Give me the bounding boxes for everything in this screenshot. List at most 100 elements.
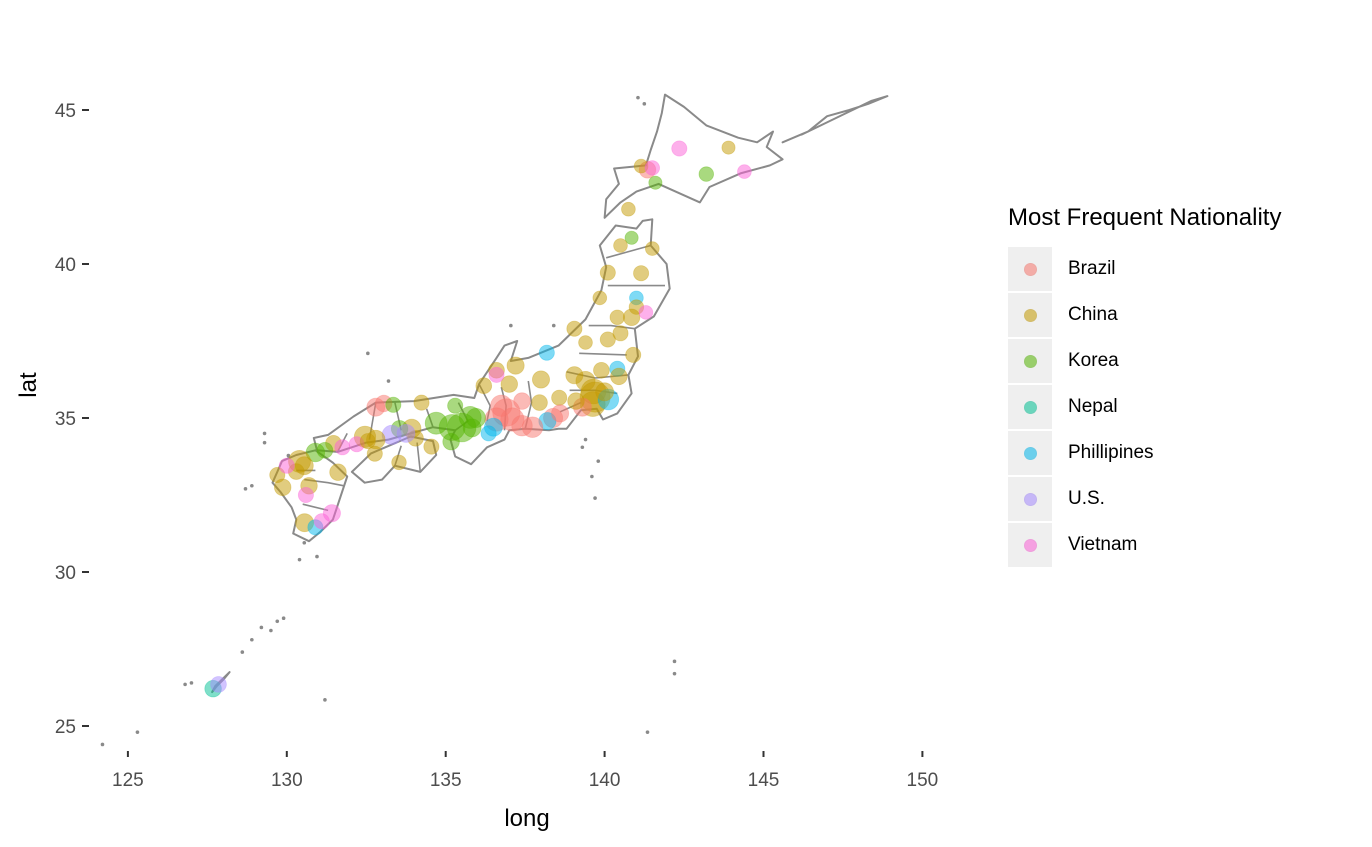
point-china xyxy=(531,394,548,411)
legend-dot-icon xyxy=(1023,538,1037,552)
legend-key xyxy=(1008,477,1052,521)
island-marker xyxy=(645,730,650,734)
y-axis-title: lat xyxy=(15,372,42,398)
island-marker xyxy=(590,474,594,479)
prefecture-boundary xyxy=(416,442,422,472)
point-china xyxy=(578,335,593,350)
point-china xyxy=(609,309,626,326)
point-vietnam xyxy=(334,439,351,456)
legend-key xyxy=(1008,339,1052,383)
island-marker xyxy=(286,453,291,458)
point-china xyxy=(622,308,641,327)
point-china xyxy=(269,466,286,483)
point-china xyxy=(423,438,440,455)
point-vietnam xyxy=(297,486,314,503)
y-tick-label: 35 xyxy=(55,409,76,430)
point-china xyxy=(475,377,493,395)
island-marker xyxy=(189,681,194,685)
point-china xyxy=(644,241,660,256)
x-tick-label: 145 xyxy=(748,770,780,791)
x-tick-label: 125 xyxy=(112,770,144,791)
point-korea xyxy=(447,397,464,414)
point-vietnam xyxy=(313,513,330,530)
legend-label: U.S. xyxy=(1068,488,1105,509)
point-china xyxy=(595,382,614,402)
japan-map-plot: 125 130 135 140 145 150 25 30 35 40 45 long lat xyxy=(15,93,938,832)
point-korea xyxy=(698,166,715,182)
island-marker xyxy=(183,682,187,687)
island-marker xyxy=(243,487,248,491)
point-china xyxy=(599,331,616,348)
y-tick-label: 40 xyxy=(55,255,76,276)
island-marker xyxy=(100,742,105,747)
island-marker xyxy=(642,102,647,106)
island-marker xyxy=(551,323,556,328)
point-china xyxy=(610,367,628,386)
point-china xyxy=(593,361,610,379)
point-korea xyxy=(442,433,460,451)
point-korea xyxy=(305,442,326,463)
island-marker xyxy=(262,440,267,445)
island-marker xyxy=(240,650,245,654)
point-china xyxy=(621,201,636,217)
point-brazil xyxy=(551,404,570,423)
legend-label: Nepal xyxy=(1068,396,1118,417)
legend-entries: Brazil China Korea Nepal Phillipines U.S. Viet… xyxy=(1008,246,1358,568)
point-china xyxy=(721,140,736,155)
island-marker xyxy=(297,557,302,562)
legend-key xyxy=(1008,293,1052,337)
point-vietnam xyxy=(737,164,752,179)
kuril-islands-outline xyxy=(781,95,889,144)
point-china xyxy=(566,320,583,337)
legend-label: China xyxy=(1068,304,1118,325)
point-phillipines xyxy=(538,344,555,361)
hokkaido-outline xyxy=(603,93,784,219)
island-marker xyxy=(593,496,597,500)
point-vietnam xyxy=(638,305,654,320)
legend-title: Most Frequent Nationality xyxy=(1008,204,1282,231)
legend-dot-icon xyxy=(1023,262,1037,276)
island-marker xyxy=(275,619,280,624)
point-vietnam xyxy=(671,140,688,157)
x-axis: 125 130 135 140 145 150 xyxy=(112,751,938,791)
island-marker xyxy=(269,628,273,633)
legend-key xyxy=(1008,523,1052,567)
island-marker xyxy=(302,540,307,545)
legend-entry-us: U.S. xyxy=(1008,476,1358,522)
island-marker xyxy=(672,671,677,676)
point-china xyxy=(613,238,628,253)
point-china xyxy=(599,264,616,281)
point-us xyxy=(210,676,227,693)
point-korea xyxy=(462,418,482,438)
point-china xyxy=(506,356,525,375)
island-marker xyxy=(386,379,391,383)
y-tick-label: 45 xyxy=(55,101,76,122)
legend-entry-nepal: Nepal xyxy=(1008,384,1358,430)
prefecture-boundary xyxy=(588,324,635,330)
island-marker xyxy=(366,351,370,356)
x-axis-title: long xyxy=(504,805,549,832)
nationality-points xyxy=(204,140,752,698)
legend-entry-china: China xyxy=(1008,292,1358,338)
point-korea xyxy=(385,396,402,413)
point-vietnam xyxy=(488,366,505,383)
y-tick-label: 25 xyxy=(55,717,76,738)
legend-entry-phillipines: Phillipines xyxy=(1008,430,1358,476)
point-brazil xyxy=(490,394,513,417)
x-tick-label: 140 xyxy=(589,770,621,791)
point-china xyxy=(592,290,608,306)
point-china xyxy=(413,394,430,411)
island-marker xyxy=(636,95,640,100)
legend-dot-icon xyxy=(1023,354,1037,368)
legend-dot-icon xyxy=(1023,446,1037,460)
legend-label: Korea xyxy=(1068,350,1119,371)
island-marker xyxy=(509,323,513,328)
legend-entry-korea: Korea xyxy=(1008,338,1358,384)
point-china xyxy=(391,454,407,471)
island-marker xyxy=(135,730,140,734)
y-axis: 25 30 35 40 45 xyxy=(55,101,89,738)
y-tick-label: 30 xyxy=(55,563,76,584)
prefecture-boundary xyxy=(605,244,651,259)
prefecture-boundary xyxy=(302,503,329,512)
point-china xyxy=(625,346,642,363)
